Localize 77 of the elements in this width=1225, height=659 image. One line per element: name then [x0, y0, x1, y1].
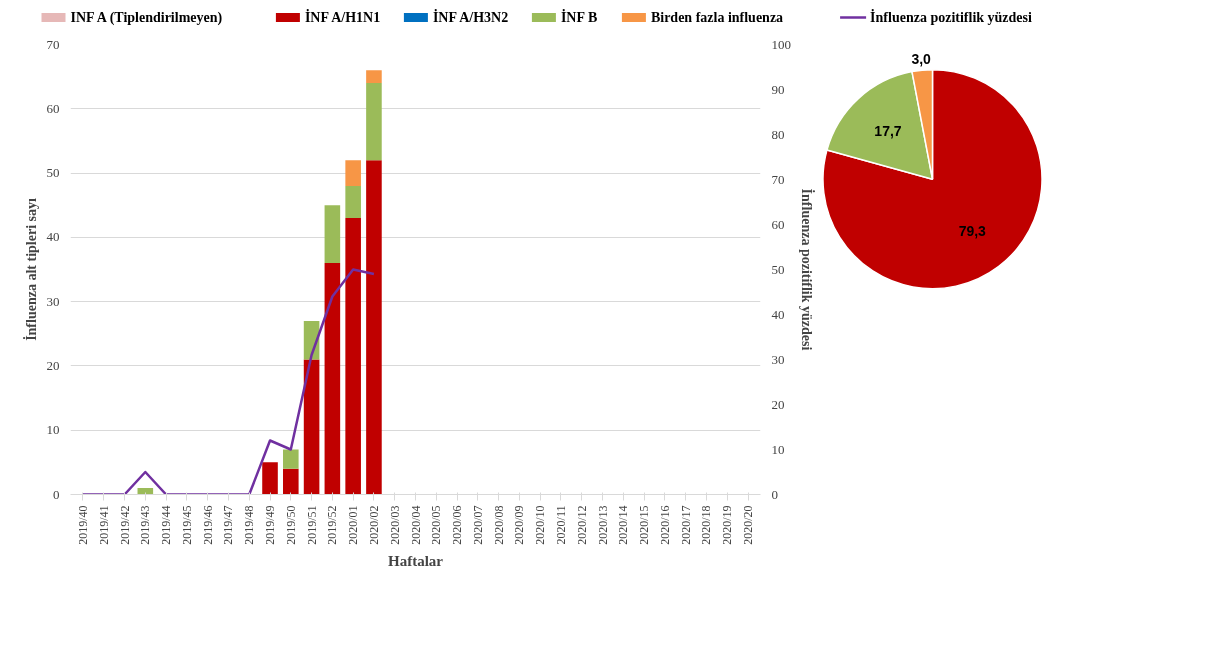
bar: [345, 160, 361, 186]
x-tick-label: 2019/49: [263, 505, 278, 545]
data-label: 17,7: [874, 122, 902, 139]
x-axis-title: Haftalar: [388, 552, 444, 569]
y-tick-label: 70: [46, 36, 60, 52]
bar: [366, 83, 382, 161]
x-tick-label: 2020/08: [491, 505, 506, 545]
x-tick-label: 2020/04: [408, 505, 423, 545]
x-tick-label: 2019/42: [117, 505, 132, 545]
x-tick-label: 2020/06: [450, 505, 465, 545]
data-label: 3,0: [911, 51, 932, 68]
x-tick-label: 2020/20: [741, 505, 756, 545]
x-tick-label: 2020/14: [616, 505, 631, 545]
x-tick-label: 2019/41: [96, 505, 111, 545]
x-tick-label: 2020/12: [574, 505, 589, 545]
y-tick-label: 0: [53, 486, 60, 502]
y-tick-label: 10: [46, 422, 60, 438]
x-tick-label: 2020/10: [533, 505, 548, 545]
x-tick-label: 2019/40: [75, 505, 90, 545]
y2-tick-label: 80: [771, 126, 785, 142]
bar: [324, 205, 341, 264]
y2-tick-label: 20: [771, 396, 785, 412]
y2-tick-label: 0: [771, 486, 778, 502]
x-tick-label: 2019/46: [200, 505, 215, 545]
y2-tick-label: 70: [771, 171, 785, 187]
bar: [262, 462, 278, 495]
y-tick-label: 60: [46, 100, 60, 116]
y-axis-title: İnfluenza alt tipleri sayı: [22, 198, 39, 341]
x-tick-label: 2019/43: [138, 505, 153, 545]
bar: [345, 218, 361, 495]
x-tick-label: 2019/48: [242, 505, 257, 545]
y-tick-label: 20: [46, 357, 60, 373]
bar: [303, 359, 320, 495]
x-tick-label: 2019/51: [304, 505, 319, 545]
y2-tick-label: 40: [771, 306, 785, 322]
x-tick-label: 2020/02: [366, 505, 381, 545]
y2-tick-label: 30: [771, 351, 785, 367]
legend-label: İNF A/H1N1: [304, 9, 381, 25]
x-tick-label: 2020/17: [678, 505, 693, 545]
bar: [345, 185, 361, 219]
y-tick-label: 30: [46, 293, 60, 309]
legend-label: İnfluenza pozitiflik yüzdesi: [870, 9, 1032, 25]
x-tick-label: 2020/19: [720, 505, 735, 545]
x-tick-label: 2020/01: [346, 505, 361, 545]
legend-label: INF A (Tiplendirilmeyen): [70, 10, 223, 26]
x-tick-label: 2020/18: [699, 505, 714, 545]
x-tick-label: 2020/16: [657, 505, 672, 545]
y2-tick-label: 60: [771, 216, 785, 232]
y2-tick-label: 10: [771, 441, 785, 457]
x-tick-label: 2019/50: [283, 505, 298, 545]
bar: [283, 449, 299, 469]
x-tick-label: 2019/45: [179, 505, 194, 545]
data-label: 79,3: [958, 223, 987, 240]
x-tick-label: 2020/03: [387, 505, 402, 545]
legend-label: İNF B: [560, 9, 598, 25]
x-tick-label: 2020/13: [595, 505, 610, 545]
x-tick-label: 2020/07: [470, 505, 485, 545]
bar: [366, 160, 382, 495]
x-tick-label: 2019/52: [325, 505, 340, 545]
line-series: [81, 268, 376, 495]
y-tick-label: 40: [46, 229, 60, 245]
x-tick-label: 2020/11: [553, 505, 568, 545]
y2-axis-title: İnfluenza pozitiflik yüzdesi: [799, 188, 815, 351]
y-tick-label: 50: [46, 165, 60, 181]
x-tick-label: 2019/44: [159, 505, 174, 545]
x-tick-label: 2019/47: [221, 505, 236, 545]
x-tick-label: 2020/15: [637, 505, 652, 545]
bar: [283, 468, 299, 495]
legend-label: İNF A/H3N2: [432, 9, 509, 25]
legend-label: Birden fazla influenza: [650, 10, 784, 25]
bar: [324, 263, 341, 495]
x-tick-label: 2020/09: [512, 505, 527, 545]
bar: [366, 70, 382, 84]
y2-tick-label: 100: [771, 36, 791, 52]
x-tick-label: 2020/05: [429, 505, 444, 545]
y2-tick-label: 50: [771, 261, 785, 277]
y2-tick-label: 90: [771, 81, 785, 97]
